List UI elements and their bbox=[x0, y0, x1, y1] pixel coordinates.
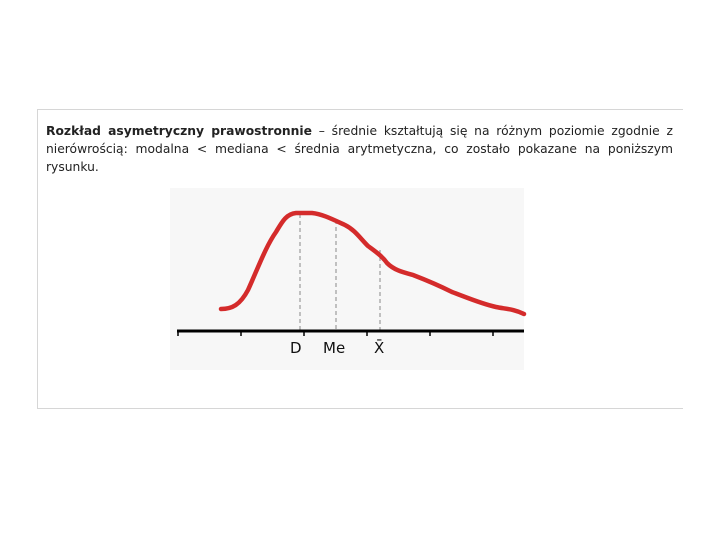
mean-label: X̄ bbox=[374, 338, 384, 357]
median-label: Me bbox=[323, 339, 345, 357]
distribution-figure bbox=[170, 188, 524, 370]
distribution-curve bbox=[218, 210, 527, 317]
description-body: – średnie kształtują się na różnym pozio… bbox=[46, 124, 673, 174]
description-text: Rozkład asymetryczny prawostronnie – śre… bbox=[46, 122, 673, 176]
mode-label: D bbox=[290, 339, 302, 357]
description-heading: Rozkład asymetryczny prawostronnie bbox=[46, 124, 312, 138]
axis-ticks bbox=[177, 331, 494, 336]
